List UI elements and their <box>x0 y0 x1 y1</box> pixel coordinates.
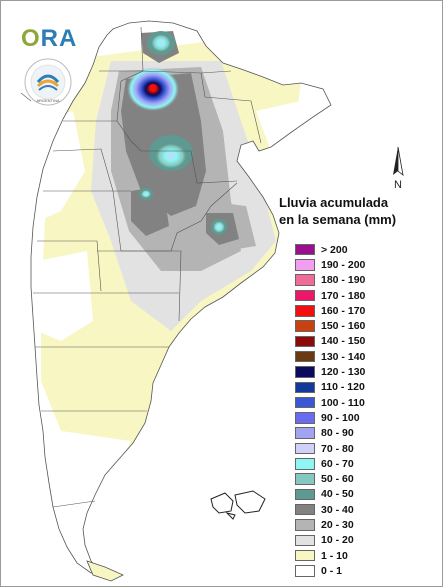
legend-swatch <box>295 396 315 409</box>
islands <box>210 490 266 520</box>
legend-label: 140 - 150 <box>321 335 366 348</box>
legend-item: 140 - 150 <box>295 334 365 349</box>
legend-swatch <box>295 488 315 501</box>
legend-swatch <box>295 519 315 531</box>
legend-label: 0 - 1 <box>321 564 343 577</box>
legend-swatch <box>295 289 315 302</box>
legend-item: 160 - 170 <box>295 303 365 318</box>
legend-item: 40 - 50 <box>295 487 365 502</box>
legend-label: 170 - 180 <box>321 289 366 302</box>
legend-label: 180 - 190 <box>321 274 366 287</box>
compass-label: N <box>394 179 402 191</box>
legend-swatch <box>295 458 315 470</box>
legend-item: 180 - 190 <box>295 273 365 288</box>
legend-item: 120 - 130 <box>295 364 365 379</box>
legend-label: 190 - 200 <box>321 258 366 271</box>
seal-logo: ARGENTINA <box>24 58 72 106</box>
north-arrow-icon <box>393 146 404 176</box>
legend-swatch <box>295 412 315 424</box>
legend: > 200 190 - 200 180 - 190 170 - 180 160 - 17… <box>295 242 365 579</box>
legend-swatch <box>295 503 315 516</box>
legend-item: > 200 <box>295 242 365 257</box>
legend-label: 10 - 20 <box>321 534 354 547</box>
legend-item: 100 - 110 <box>295 395 365 410</box>
legend-swatch <box>295 350 315 363</box>
legend-swatch <box>295 381 315 394</box>
legend-item: 150 - 160 <box>295 318 365 333</box>
legend-item: 20 - 30 <box>295 517 365 532</box>
legend-item: 170 - 180 <box>295 288 365 303</box>
legend-item: 130 - 140 <box>295 349 365 364</box>
legend-item: 190 - 200 <box>295 257 365 272</box>
legend-item: 90 - 100 <box>295 410 365 425</box>
legend-swatch <box>295 366 315 378</box>
legend-label: > 200 <box>321 243 348 256</box>
legend-label: 150 - 160 <box>321 320 366 333</box>
legend-swatch <box>295 442 315 455</box>
legend-swatch <box>295 427 315 439</box>
legend-item: 10 - 20 <box>295 533 365 548</box>
legend-item: 110 - 120 <box>295 380 365 395</box>
ora-logo: ORA <box>21 25 78 52</box>
legend-swatch <box>295 473 315 485</box>
legend-label: 80 - 90 <box>321 427 354 440</box>
legend-item: 70 - 80 <box>295 441 365 456</box>
legend-swatch <box>295 565 315 577</box>
legend-label: 110 - 120 <box>321 381 365 394</box>
legend-swatch <box>295 274 315 286</box>
province-borders <box>20 26 262 508</box>
legend-label: 60 - 70 <box>321 457 354 470</box>
legend-label: 70 - 80 <box>321 442 354 455</box>
legend-swatch <box>295 243 315 256</box>
legend-item: 0 - 1 <box>295 563 365 578</box>
svg-text:ARGENTINA: ARGENTINA <box>36 98 60 103</box>
legend-label: 40 - 50 <box>321 488 354 501</box>
legend-label: 30 - 40 <box>321 503 354 516</box>
legend-swatch <box>295 259 315 271</box>
legend-swatch <box>295 534 315 547</box>
legend-swatch <box>295 305 315 317</box>
legend-item: 30 - 40 <box>295 502 365 517</box>
legend-label: 100 - 110 <box>321 396 365 409</box>
legend-item: 1 - 10 <box>295 548 365 563</box>
legend-item: 50 - 60 <box>295 471 365 486</box>
legend-title: Lluvia acumulada en la semana (mm) <box>279 195 397 227</box>
legend-label: 120 - 130 <box>321 366 366 379</box>
legend-label: 50 - 60 <box>321 473 354 486</box>
legend-label: 90 - 100 <box>321 411 360 424</box>
country-outline <box>30 20 332 574</box>
legend-label: 20 - 30 <box>321 518 354 531</box>
legend-swatch <box>295 335 315 348</box>
legend-label: 130 - 140 <box>321 350 366 363</box>
legend-swatch <box>295 320 315 332</box>
legend-item: 60 - 70 <box>295 456 365 471</box>
legend-label: 160 - 170 <box>321 304 366 317</box>
legend-item: 80 - 90 <box>295 426 365 441</box>
tierra-del-fuego <box>86 560 124 582</box>
legend-label: 1 - 10 <box>321 549 348 562</box>
legend-swatch <box>295 549 315 562</box>
